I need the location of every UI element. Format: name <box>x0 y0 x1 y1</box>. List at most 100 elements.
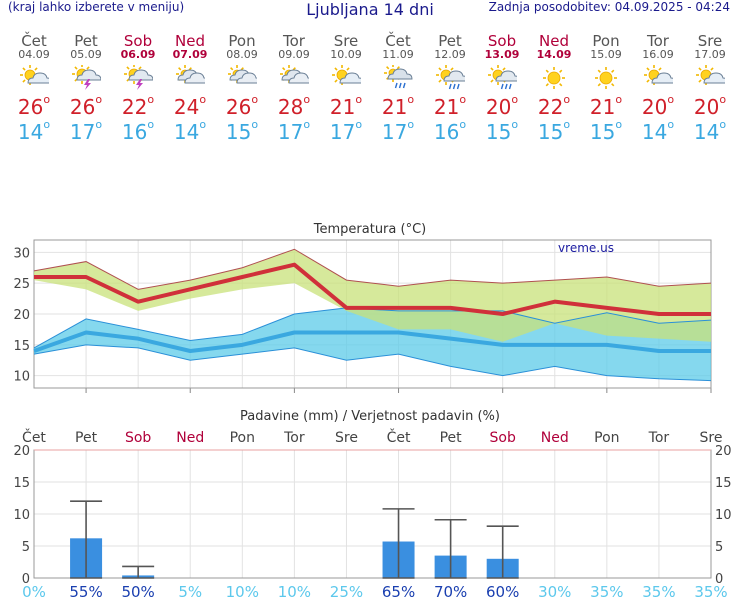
degree-symbol: o <box>355 93 363 106</box>
precip-probability: 35% <box>642 583 675 600</box>
day-column: Sob 06.09 22o 16o <box>112 32 164 144</box>
day-column: Pet 12.09 21o 16o <box>424 32 476 144</box>
temp-max: 20o <box>684 93 736 119</box>
sun-ray <box>438 79 442 83</box>
day-date: 11.09 <box>382 48 414 61</box>
sun-ray <box>22 67 26 71</box>
sun-ray <box>611 83 615 87</box>
day-name: Tor <box>647 32 669 50</box>
precip-probability: 35% <box>590 583 623 600</box>
temp-max: 20o <box>476 93 528 119</box>
rain-drop <box>456 83 460 90</box>
sun-disc <box>547 71 561 85</box>
sun-ray <box>490 67 494 71</box>
day-label: Pet <box>75 430 98 446</box>
temp-min-value: 16 <box>121 120 148 144</box>
cloud-shape <box>443 70 465 82</box>
temp-min-value: 14 <box>17 120 44 144</box>
day-label: Tor <box>648 430 670 446</box>
sun-disc <box>599 71 613 85</box>
sun-ray <box>698 79 702 83</box>
sun-ray <box>545 69 549 73</box>
temp-max: 26o <box>8 93 60 119</box>
day-name: Pon <box>592 32 620 50</box>
temp-min-value: 16 <box>433 120 460 144</box>
temp-min: 15o <box>476 118 528 144</box>
degree-symbol: o <box>459 118 467 131</box>
day-label: Ned <box>541 430 569 446</box>
cloudy-icon <box>176 65 205 84</box>
temp-min: 14o <box>164 118 216 144</box>
temp-max: 28o <box>268 93 320 119</box>
cloud-shape <box>339 72 361 84</box>
temp-min-value: 14 <box>173 120 200 144</box>
day-date: 04.09 <box>18 48 50 61</box>
cloud-shape <box>236 72 257 84</box>
temp-max-value: 21 <box>433 95 460 119</box>
day-date: 08.09 <box>226 48 258 61</box>
precip-probability: 10% <box>278 583 311 600</box>
rain-drop <box>448 83 452 90</box>
thunderstorm-icon <box>72 65 101 90</box>
sun-ray <box>438 67 442 71</box>
cloud-shape <box>387 68 413 80</box>
day-label: Čet <box>22 428 46 446</box>
header-menu-hint[interactable]: (kraj lahko izberete v meniju) <box>8 0 185 14</box>
degree-symbol: o <box>667 118 675 131</box>
max-temp-line <box>34 262 711 316</box>
precip-probability: 65% <box>382 583 415 600</box>
degree-symbol: o <box>355 118 363 131</box>
degree-symbol: o <box>459 93 467 106</box>
sun-ray <box>490 79 494 83</box>
cloud-shape <box>27 72 49 84</box>
sun-ray <box>22 79 26 83</box>
cloud-shape <box>495 70 517 82</box>
rain-drop <box>402 82 406 89</box>
temp-min: 14o <box>8 118 60 144</box>
temp-max-value: 21 <box>589 95 616 119</box>
degree-symbol: o <box>251 93 259 106</box>
sun-ray <box>86 66 90 70</box>
temp-min: 15o <box>216 118 268 144</box>
day-label: Sob <box>125 430 151 446</box>
day-date: 12.09 <box>434 48 466 61</box>
day-date: 10.09 <box>330 48 362 61</box>
sun-ray <box>386 66 390 70</box>
partly-cloudy-icon <box>644 65 673 85</box>
rain-drop <box>394 82 398 89</box>
y-tick-label-right: 15 <box>715 476 732 491</box>
temp-max: 21o <box>424 93 476 119</box>
temp-min-value: 14 <box>641 120 668 144</box>
chart-title: Padavine (mm) / Verjetnost padavin (%) <box>240 409 500 424</box>
temp-max: 21o <box>372 93 424 119</box>
sun-ray <box>334 67 338 71</box>
degree-symbol: o <box>303 118 311 131</box>
last-updated: Zadnja posodobitev: 04.09.2025 - 04:24 <box>488 0 730 14</box>
temp-min-value: 15 <box>589 120 616 144</box>
degree-symbol: o <box>407 118 415 131</box>
day-date: 07.09 <box>172 48 208 61</box>
sun-rain-icon <box>488 65 517 90</box>
degree-symbol: o <box>199 118 207 131</box>
temp-min-value: 14 <box>693 120 720 144</box>
temp-max-value: 21 <box>329 95 356 119</box>
temp-min: 17o <box>60 118 112 144</box>
day-column: Ned 14.09 22o 15o <box>528 32 580 144</box>
day-date: 13.09 <box>484 48 520 61</box>
precip-probability: 70% <box>434 583 467 600</box>
day-label: Ned <box>176 430 204 446</box>
day-column: Tor 16.09 20o 14o <box>632 32 684 144</box>
day-label: Sre <box>700 430 723 446</box>
day-date: 17.09 <box>694 48 726 61</box>
degree-symbol: o <box>95 118 103 131</box>
temp-min: 15o <box>580 118 632 144</box>
partly-cloudy-icon <box>696 65 725 85</box>
sun-ray <box>282 67 286 71</box>
day-date: 16.09 <box>642 48 674 61</box>
precip-probability: 25% <box>330 583 363 600</box>
chart-title: Temperatura (°C) <box>313 222 426 237</box>
rain-drop <box>500 83 504 90</box>
y-tick-label-right: 10 <box>715 508 732 523</box>
degree-symbol: o <box>563 93 571 106</box>
cloud-shape <box>703 72 725 84</box>
